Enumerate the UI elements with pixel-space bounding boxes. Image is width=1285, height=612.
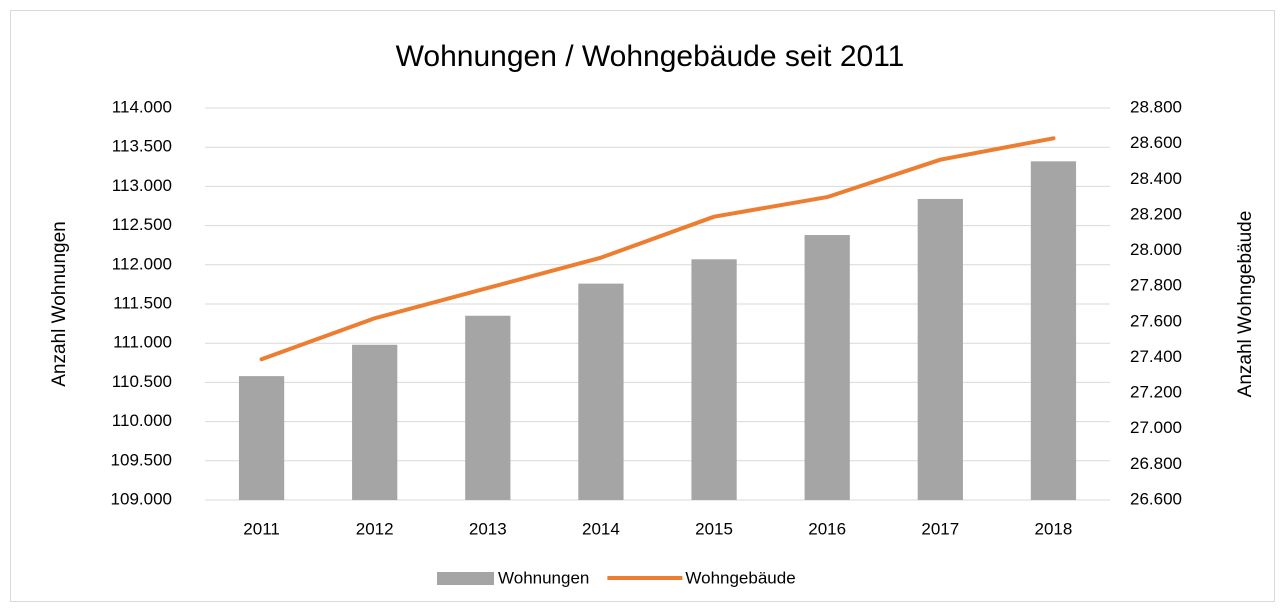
- bar: [804, 235, 850, 500]
- bar: [691, 259, 737, 500]
- legend-label: Wohnungen: [498, 568, 589, 587]
- y-tick-label: 113.000: [112, 176, 172, 195]
- bar: [238, 376, 285, 500]
- y-tick-label: 112.500: [112, 215, 172, 234]
- y2-tick-label: 27.600: [1130, 311, 1182, 330]
- y-tick-label: 109.500: [111, 450, 172, 469]
- y-tick-label: 114.000: [112, 97, 172, 116]
- legend-label: Wohngebäude: [685, 568, 795, 587]
- y2-axis-title: Anzahl Wohngebäude: [1235, 211, 1256, 398]
- x-tick-label: 2017: [921, 519, 959, 538]
- y2-tick-label: 27.000: [1130, 418, 1182, 437]
- y-axis-title: Anzahl Wohnungen: [49, 221, 70, 387]
- y-tick-label: 110.000: [112, 411, 172, 430]
- y-tick-label: 112.000: [112, 254, 172, 273]
- y-tick-label: 111.500: [113, 293, 172, 312]
- chart-title: Wohnungen / Wohngebäude seit 2011: [396, 40, 905, 73]
- y-tick-label: 110.500: [112, 372, 172, 391]
- bar: [578, 283, 624, 500]
- y-tick-label: 109.000: [111, 489, 172, 508]
- y2-tick-label: 27.200: [1130, 383, 1182, 402]
- y2-tick-label: 28.600: [1130, 133, 1182, 152]
- x-tick-label: 2012: [356, 519, 394, 538]
- x-tick-label: 2013: [469, 519, 507, 538]
- y2-tick-label: 26.800: [1130, 454, 1182, 473]
- line: [259, 136, 1056, 362]
- bar: [465, 315, 511, 500]
- y2-tick-label: 27.800: [1130, 276, 1182, 295]
- x-tick-label: 2011: [243, 519, 280, 538]
- y2-tick-label: 28.800: [1130, 97, 1182, 116]
- bar: [917, 198, 963, 500]
- x-tick-label: 2016: [808, 519, 846, 538]
- bar: [1030, 161, 1077, 500]
- y2-tick-label: 26.600: [1130, 489, 1182, 508]
- legend-swatch: [437, 572, 494, 585]
- y2-tick-label: 27.400: [1130, 347, 1182, 366]
- x-tick-label: 2014: [582, 519, 620, 538]
- chart-frame: [10, 10, 1275, 602]
- y2-tick-label: 28.000: [1130, 240, 1182, 259]
- y-tick-label: 113.500: [112, 137, 172, 156]
- y2-tick-label: 28.200: [1130, 204, 1182, 223]
- x-tick-label: 2018: [1035, 519, 1073, 538]
- bar: [352, 344, 398, 500]
- y2-tick-label: 28.400: [1130, 169, 1182, 188]
- y-tick-label: 111.000: [113, 333, 172, 352]
- x-tick-label: 2015: [695, 519, 733, 538]
